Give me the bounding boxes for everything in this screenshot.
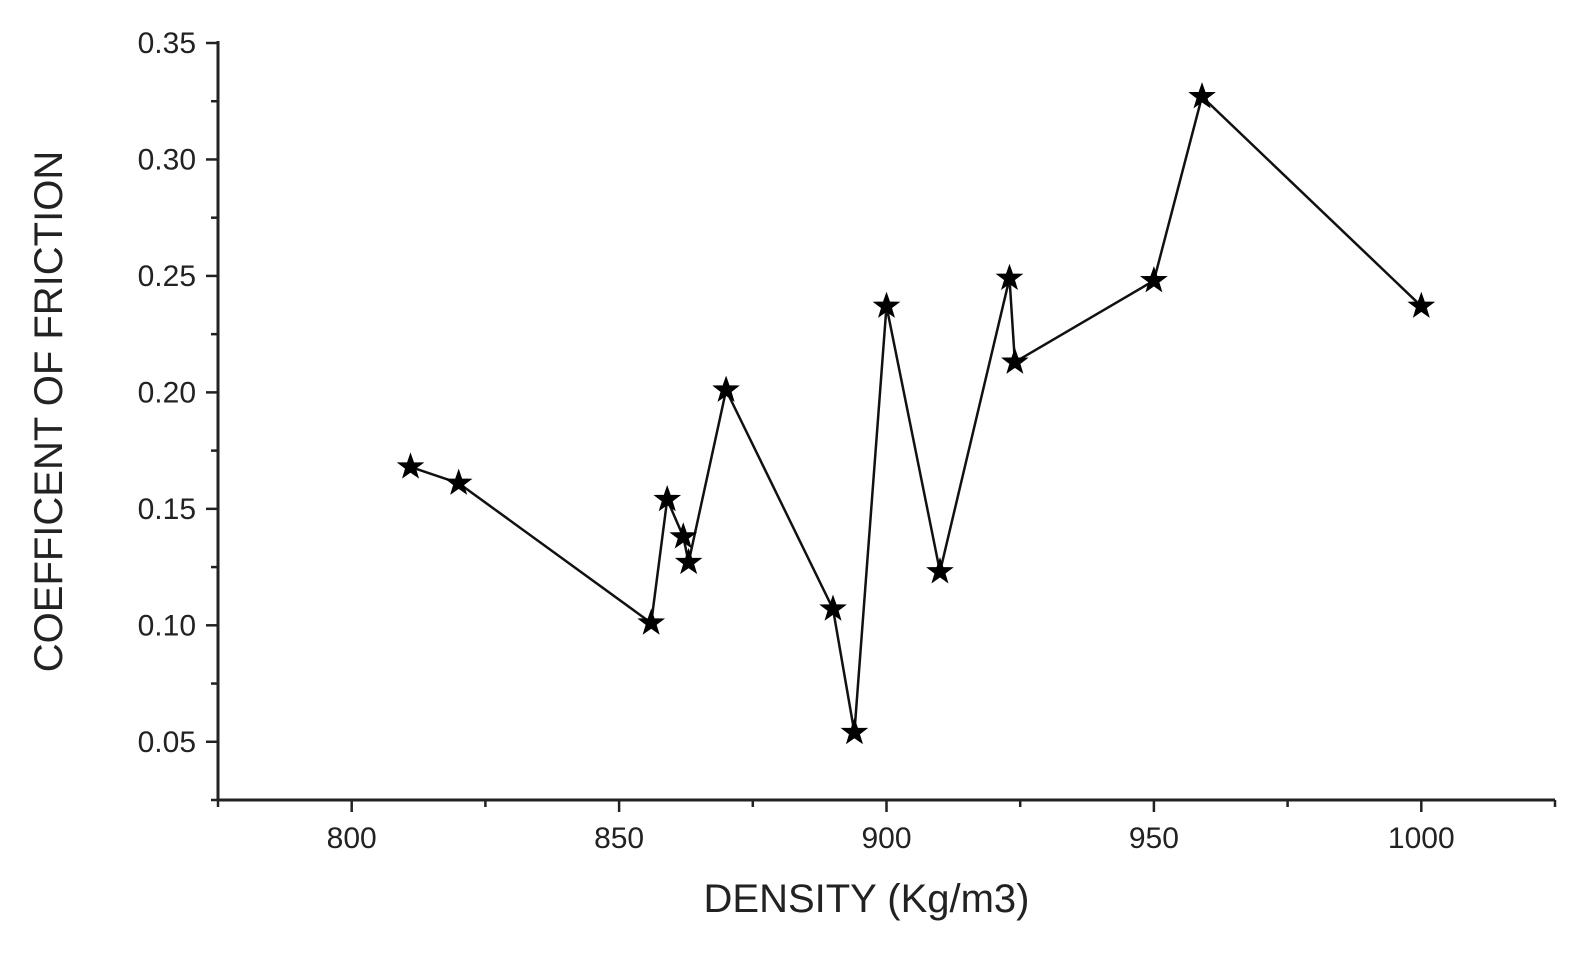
data-point-star [444, 468, 473, 495]
x-tick-label: 1000 [1388, 822, 1455, 855]
data-point-star [712, 375, 740, 402]
x-tick-label: 950 [1129, 822, 1179, 855]
y-tick-label: 0.25 [138, 260, 196, 293]
y-tick-label: 0.35 [138, 27, 196, 60]
x-tick-label: 900 [861, 822, 911, 855]
data-point-star [396, 452, 425, 479]
data-point-star [926, 557, 954, 584]
data-point-star [674, 547, 703, 575]
x-tick-label: 800 [327, 822, 377, 855]
data-point-star [840, 717, 869, 745]
data-point-star [819, 594, 847, 621]
data-point-star [995, 263, 1024, 291]
data-point-star [872, 291, 901, 318]
data-point-star [653, 484, 682, 512]
x-axis-title: DENSITY (Kg/m3) [704, 877, 1030, 921]
y-tick-label: 0.30 [138, 143, 196, 176]
data-point-star [1407, 291, 1436, 318]
y-tick-label: 0.10 [138, 609, 196, 642]
y-tick-label: 0.20 [138, 376, 196, 409]
data-point-star [1188, 82, 1216, 109]
axes [216, 41, 1555, 802]
data-point-star [669, 522, 698, 549]
x-tick-label: 850 [594, 822, 644, 855]
y-tick-label: 0.15 [138, 493, 196, 526]
y-axis-title: COEFFICENT OF FRICTION [27, 151, 71, 672]
y-tick-label: 0.05 [138, 726, 196, 759]
data-point-star [1001, 347, 1029, 374]
series-line [410, 94, 1423, 733]
ticks: 0.05 0.10 0.15 0.20 0.25 0.30 0.35 800 850 900 950… [138, 27, 1557, 855]
series [396, 82, 1436, 745]
data-point-star [1140, 266, 1168, 293]
data-point-star [637, 608, 666, 635]
